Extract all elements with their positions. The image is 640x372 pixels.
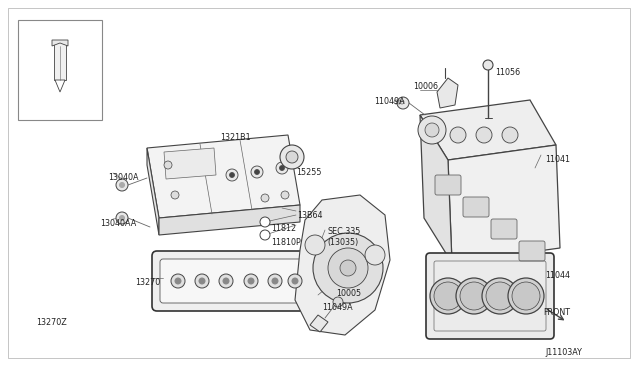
Circle shape <box>219 274 233 288</box>
Polygon shape <box>147 148 159 235</box>
Circle shape <box>120 183 125 187</box>
Polygon shape <box>159 205 300 235</box>
Polygon shape <box>437 78 458 108</box>
Polygon shape <box>420 115 452 263</box>
Text: 11049A: 11049A <box>322 303 353 312</box>
Text: 10005: 10005 <box>336 289 361 298</box>
Text: 11041: 11041 <box>545 155 570 164</box>
Polygon shape <box>54 40 66 80</box>
Text: FRONT: FRONT <box>543 308 570 317</box>
Circle shape <box>171 191 179 199</box>
FancyBboxPatch shape <box>463 197 489 217</box>
Circle shape <box>175 278 181 284</box>
FancyBboxPatch shape <box>152 251 310 311</box>
Circle shape <box>456 278 492 314</box>
FancyBboxPatch shape <box>160 259 302 303</box>
FancyBboxPatch shape <box>426 253 554 339</box>
Circle shape <box>460 282 488 310</box>
Circle shape <box>260 217 270 227</box>
Circle shape <box>280 145 304 169</box>
Circle shape <box>430 278 466 314</box>
Text: 13040A: 13040A <box>108 173 138 182</box>
FancyBboxPatch shape <box>519 241 545 261</box>
FancyBboxPatch shape <box>435 175 461 195</box>
Circle shape <box>483 60 493 70</box>
Circle shape <box>397 97 409 109</box>
Circle shape <box>292 278 298 284</box>
Circle shape <box>272 278 278 284</box>
Text: 11812: 11812 <box>271 224 296 233</box>
Circle shape <box>340 260 356 276</box>
Circle shape <box>418 116 446 144</box>
Circle shape <box>116 179 128 191</box>
Circle shape <box>450 127 466 143</box>
Text: 1321B1: 1321B1 <box>220 133 251 142</box>
Polygon shape <box>310 315 328 332</box>
Text: 13B64: 13B64 <box>297 211 323 220</box>
Circle shape <box>226 169 238 181</box>
Text: 13270Z: 13270Z <box>36 318 67 327</box>
Text: 11810P: 11810P <box>271 238 301 247</box>
Polygon shape <box>147 135 300 218</box>
Circle shape <box>164 161 172 169</box>
Polygon shape <box>295 195 390 335</box>
Text: 10006: 10006 <box>413 82 438 91</box>
Circle shape <box>365 245 385 265</box>
Polygon shape <box>52 40 68 46</box>
Circle shape <box>286 151 298 163</box>
Text: (13035): (13035) <box>327 238 358 247</box>
Circle shape <box>482 278 518 314</box>
Text: 13270: 13270 <box>135 278 160 287</box>
Text: 13040AA: 13040AA <box>100 219 136 228</box>
Circle shape <box>333 297 343 307</box>
Circle shape <box>251 166 263 178</box>
Polygon shape <box>448 145 560 263</box>
Circle shape <box>230 173 234 177</box>
Circle shape <box>280 166 285 170</box>
Text: 11044: 11044 <box>545 271 570 280</box>
Polygon shape <box>164 148 216 179</box>
Circle shape <box>199 278 205 284</box>
Circle shape <box>268 274 282 288</box>
Circle shape <box>512 282 540 310</box>
Circle shape <box>195 274 209 288</box>
Text: 15255: 15255 <box>296 168 321 177</box>
Circle shape <box>171 274 185 288</box>
Circle shape <box>120 215 125 221</box>
Circle shape <box>486 282 514 310</box>
Bar <box>18 20 102 120</box>
Circle shape <box>255 170 259 174</box>
Circle shape <box>281 191 289 199</box>
Circle shape <box>425 123 439 137</box>
Circle shape <box>476 127 492 143</box>
Circle shape <box>434 282 462 310</box>
FancyBboxPatch shape <box>491 219 517 239</box>
Text: J11103AY: J11103AY <box>545 348 582 357</box>
Circle shape <box>276 162 288 174</box>
Polygon shape <box>420 100 556 160</box>
Circle shape <box>424 127 440 143</box>
Circle shape <box>305 235 325 255</box>
Circle shape <box>260 230 270 240</box>
Circle shape <box>248 278 254 284</box>
Text: 11049A: 11049A <box>374 97 404 106</box>
Circle shape <box>116 212 128 224</box>
Circle shape <box>223 278 229 284</box>
Text: SEC.335: SEC.335 <box>327 227 360 236</box>
Circle shape <box>288 274 302 288</box>
Text: 11056: 11056 <box>495 68 520 77</box>
Circle shape <box>261 194 269 202</box>
Circle shape <box>244 274 258 288</box>
Circle shape <box>508 278 544 314</box>
Polygon shape <box>55 80 65 92</box>
Circle shape <box>328 248 368 288</box>
Circle shape <box>502 127 518 143</box>
Circle shape <box>313 233 383 303</box>
